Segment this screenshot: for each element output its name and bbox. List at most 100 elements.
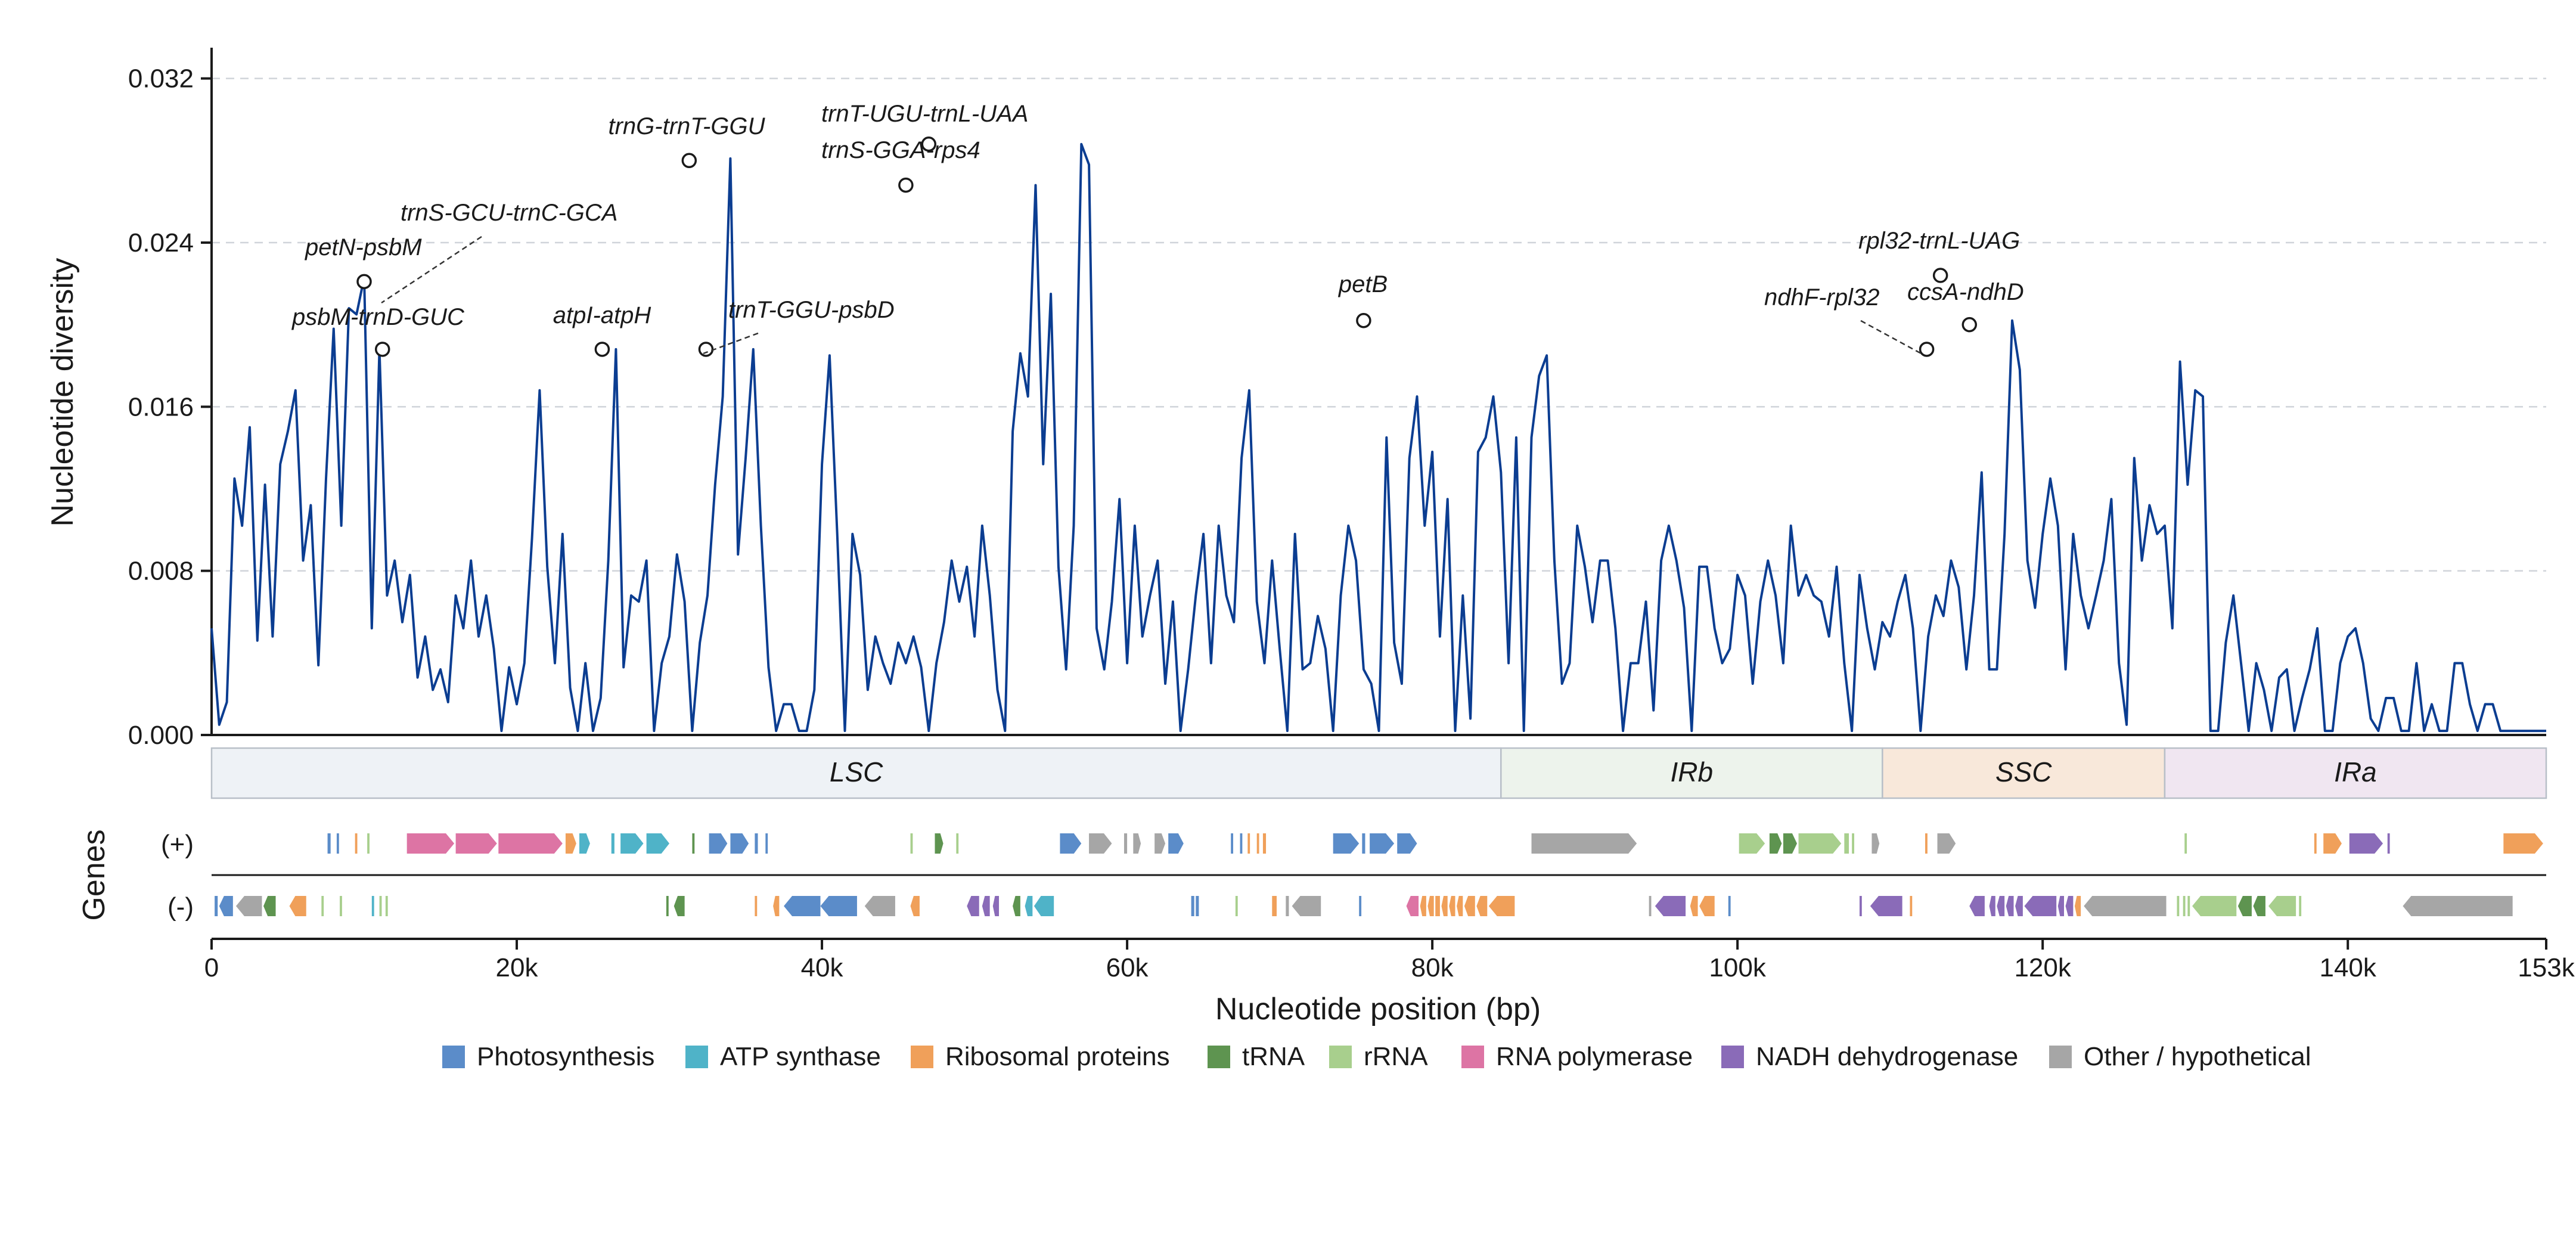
gene-block <box>709 833 728 854</box>
gene-tracks <box>215 833 2543 916</box>
gene-block <box>2253 896 2265 916</box>
gene-block <box>910 833 913 854</box>
region-block <box>210 747 1502 799</box>
gene-block <box>2187 896 2190 916</box>
gene-block <box>2183 896 2186 916</box>
gene-block <box>1089 833 1112 854</box>
peak-annotations: psbM-trnD-GUC petN-psbM trnS-GCU-trnC-GCA a… <box>291 101 2024 357</box>
gene-block <box>611 833 614 854</box>
gene-block <box>1476 896 1488 916</box>
gene-block <box>2237 896 2252 916</box>
peak-marker <box>356 274 372 290</box>
gene-block <box>1769 833 1782 854</box>
gene-block <box>2015 896 2023 916</box>
region-bar: LSC IRb SSC IRa <box>210 747 2547 799</box>
annotation-leader <box>1860 320 1923 355</box>
annotation-label: petN-psbM <box>305 234 422 260</box>
y-axis-title: Nucleotide diversity <box>45 258 80 527</box>
gene-block <box>992 896 1000 916</box>
gene-block <box>1196 896 1199 916</box>
gene-block <box>2074 896 2081 916</box>
y-tick-label: 0.000 <box>128 721 194 750</box>
region-label: LSC <box>830 756 883 787</box>
annotation-leader <box>381 235 482 304</box>
gene-block <box>327 833 331 854</box>
gene-block <box>2057 896 2064 916</box>
x-tick-label: 100k <box>1709 953 1766 982</box>
gene-block <box>379 896 382 916</box>
legend-label: Other / hypothetical <box>2084 1042 2311 1071</box>
gene-block <box>340 896 342 916</box>
gene-block <box>2006 896 2014 916</box>
gene-block <box>646 833 670 854</box>
legend-swatch <box>911 1046 933 1068</box>
peak-marker <box>898 177 914 193</box>
x-tick-label: 120k <box>2014 953 2071 982</box>
gene-block <box>321 896 324 916</box>
legend-label: RNA polymerase <box>1496 1042 1693 1071</box>
gene-block <box>2299 896 2302 916</box>
x-tick-label: 140k <box>2319 953 2376 982</box>
legend-label: NADH dehydrogenase <box>1756 1042 2018 1071</box>
gene-block <box>1872 833 1880 854</box>
gene-block <box>1441 896 1448 916</box>
x-tick-label: 20k <box>496 953 539 982</box>
gene-block <box>1427 896 1434 916</box>
gene-block <box>455 833 497 854</box>
gene-block <box>1362 833 1365 854</box>
strand-label-minus: (-) <box>167 892 194 922</box>
gene-block <box>1531 833 1637 854</box>
annotation-label: trnS-GGA-rps4 <box>821 137 980 163</box>
gene-block <box>1997 896 2005 916</box>
region-label: IRa <box>2334 756 2377 787</box>
peak-marker <box>681 153 697 169</box>
legend-swatch <box>685 1046 708 1068</box>
gene-block <box>1235 896 1238 916</box>
gene-block <box>1060 833 1082 854</box>
y-tick-label: 0.032 <box>128 64 194 94</box>
gene-block <box>2349 833 2383 854</box>
gene-block <box>1033 896 1054 916</box>
gene-block <box>1739 833 1765 854</box>
gene-block <box>1168 833 1184 854</box>
annotation-label: trnS-GCU-trnC-GCA <box>401 200 617 226</box>
gene-block <box>1292 896 1321 916</box>
gene-block <box>1649 896 1652 916</box>
gene-block <box>2024 896 2057 916</box>
diversity-series <box>210 142 2546 733</box>
legend-label: Photosynthesis <box>477 1042 654 1071</box>
gene-block <box>406 833 455 854</box>
gene-block <box>1464 896 1475 916</box>
peak-marker <box>1356 313 1371 328</box>
gene-block <box>692 833 695 854</box>
gene-block <box>1397 833 1417 854</box>
y-tick-label: 0.024 <box>128 228 194 258</box>
gene-block <box>1359 896 1362 916</box>
gene-block <box>385 896 388 916</box>
gene-block <box>2184 833 2187 854</box>
legend-swatch <box>1721 1046 1744 1068</box>
legend-swatch <box>1208 1046 1230 1068</box>
gene-block <box>2314 833 2317 854</box>
gene-block <box>1969 896 1985 916</box>
annotation-label: ccsA-ndhD <box>1907 279 2024 305</box>
gene-block <box>820 896 857 916</box>
legend-label: rRNA <box>1364 1042 1428 1071</box>
legend-swatch <box>442 1046 465 1068</box>
x-ticks: 0 20k 40k 60k 80k 100k 120k 140k 153k <box>204 939 2575 982</box>
annotation-leader <box>703 332 759 355</box>
gene-block <box>1123 833 1128 854</box>
gene-block <box>935 833 944 854</box>
gene-block <box>2503 833 2543 854</box>
annotation-label: psbM-trnD-GUC <box>291 304 465 330</box>
gene-block <box>1406 896 1419 916</box>
gene-block <box>1925 833 1928 854</box>
x-tick-label: 0 <box>204 953 219 982</box>
peak-marker <box>594 342 610 357</box>
x-tick-label: 60k <box>1106 953 1149 982</box>
gene-block <box>1655 896 1686 916</box>
annotation-label: trnT-GGU-psbD <box>728 297 895 323</box>
legend: Photosynthesis ATP synthase Ribosomal prot… <box>442 1042 2311 1071</box>
gene-block <box>336 833 339 854</box>
gene-block <box>1191 896 1194 916</box>
